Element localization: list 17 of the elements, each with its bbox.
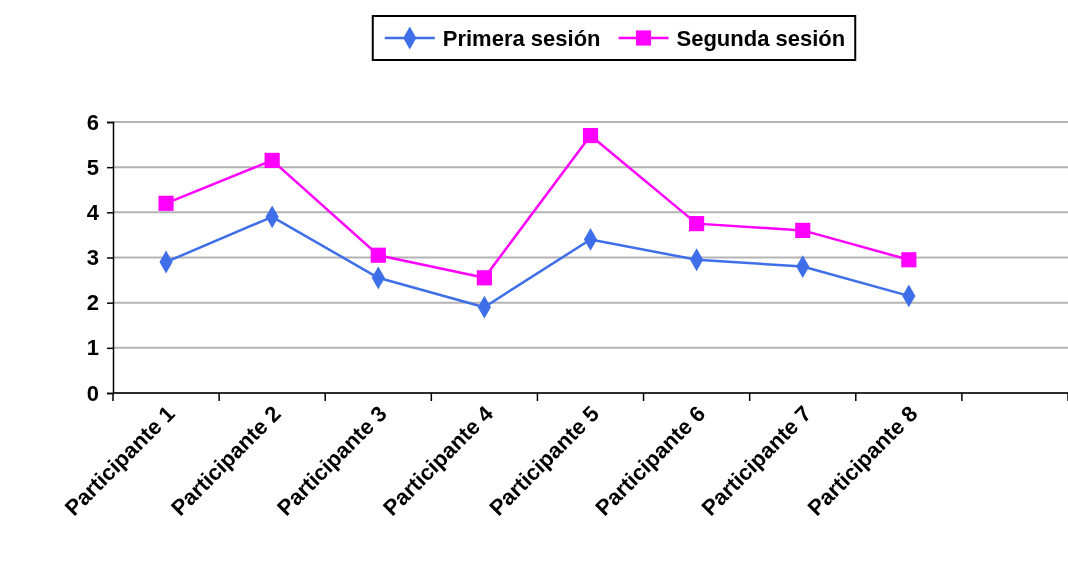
y-tick-label: 1	[86, 335, 99, 361]
y-tick-label: 6	[86, 109, 99, 135]
point	[795, 222, 811, 238]
legend-label: Primera sesión	[442, 26, 601, 51]
y-tick-label: 2	[86, 290, 99, 316]
y-tick-label: 4	[86, 199, 100, 225]
point	[264, 152, 280, 168]
point	[689, 216, 705, 232]
y-tick-label: 3	[86, 245, 99, 271]
legend-label: Segunda sesión	[676, 26, 846, 51]
point	[476, 270, 492, 286]
point	[370, 247, 386, 263]
y-tick-label: 0	[86, 380, 99, 406]
point	[158, 195, 174, 211]
point	[901, 252, 917, 268]
point	[582, 127, 599, 144]
y-tick-label: 5	[86, 154, 99, 180]
